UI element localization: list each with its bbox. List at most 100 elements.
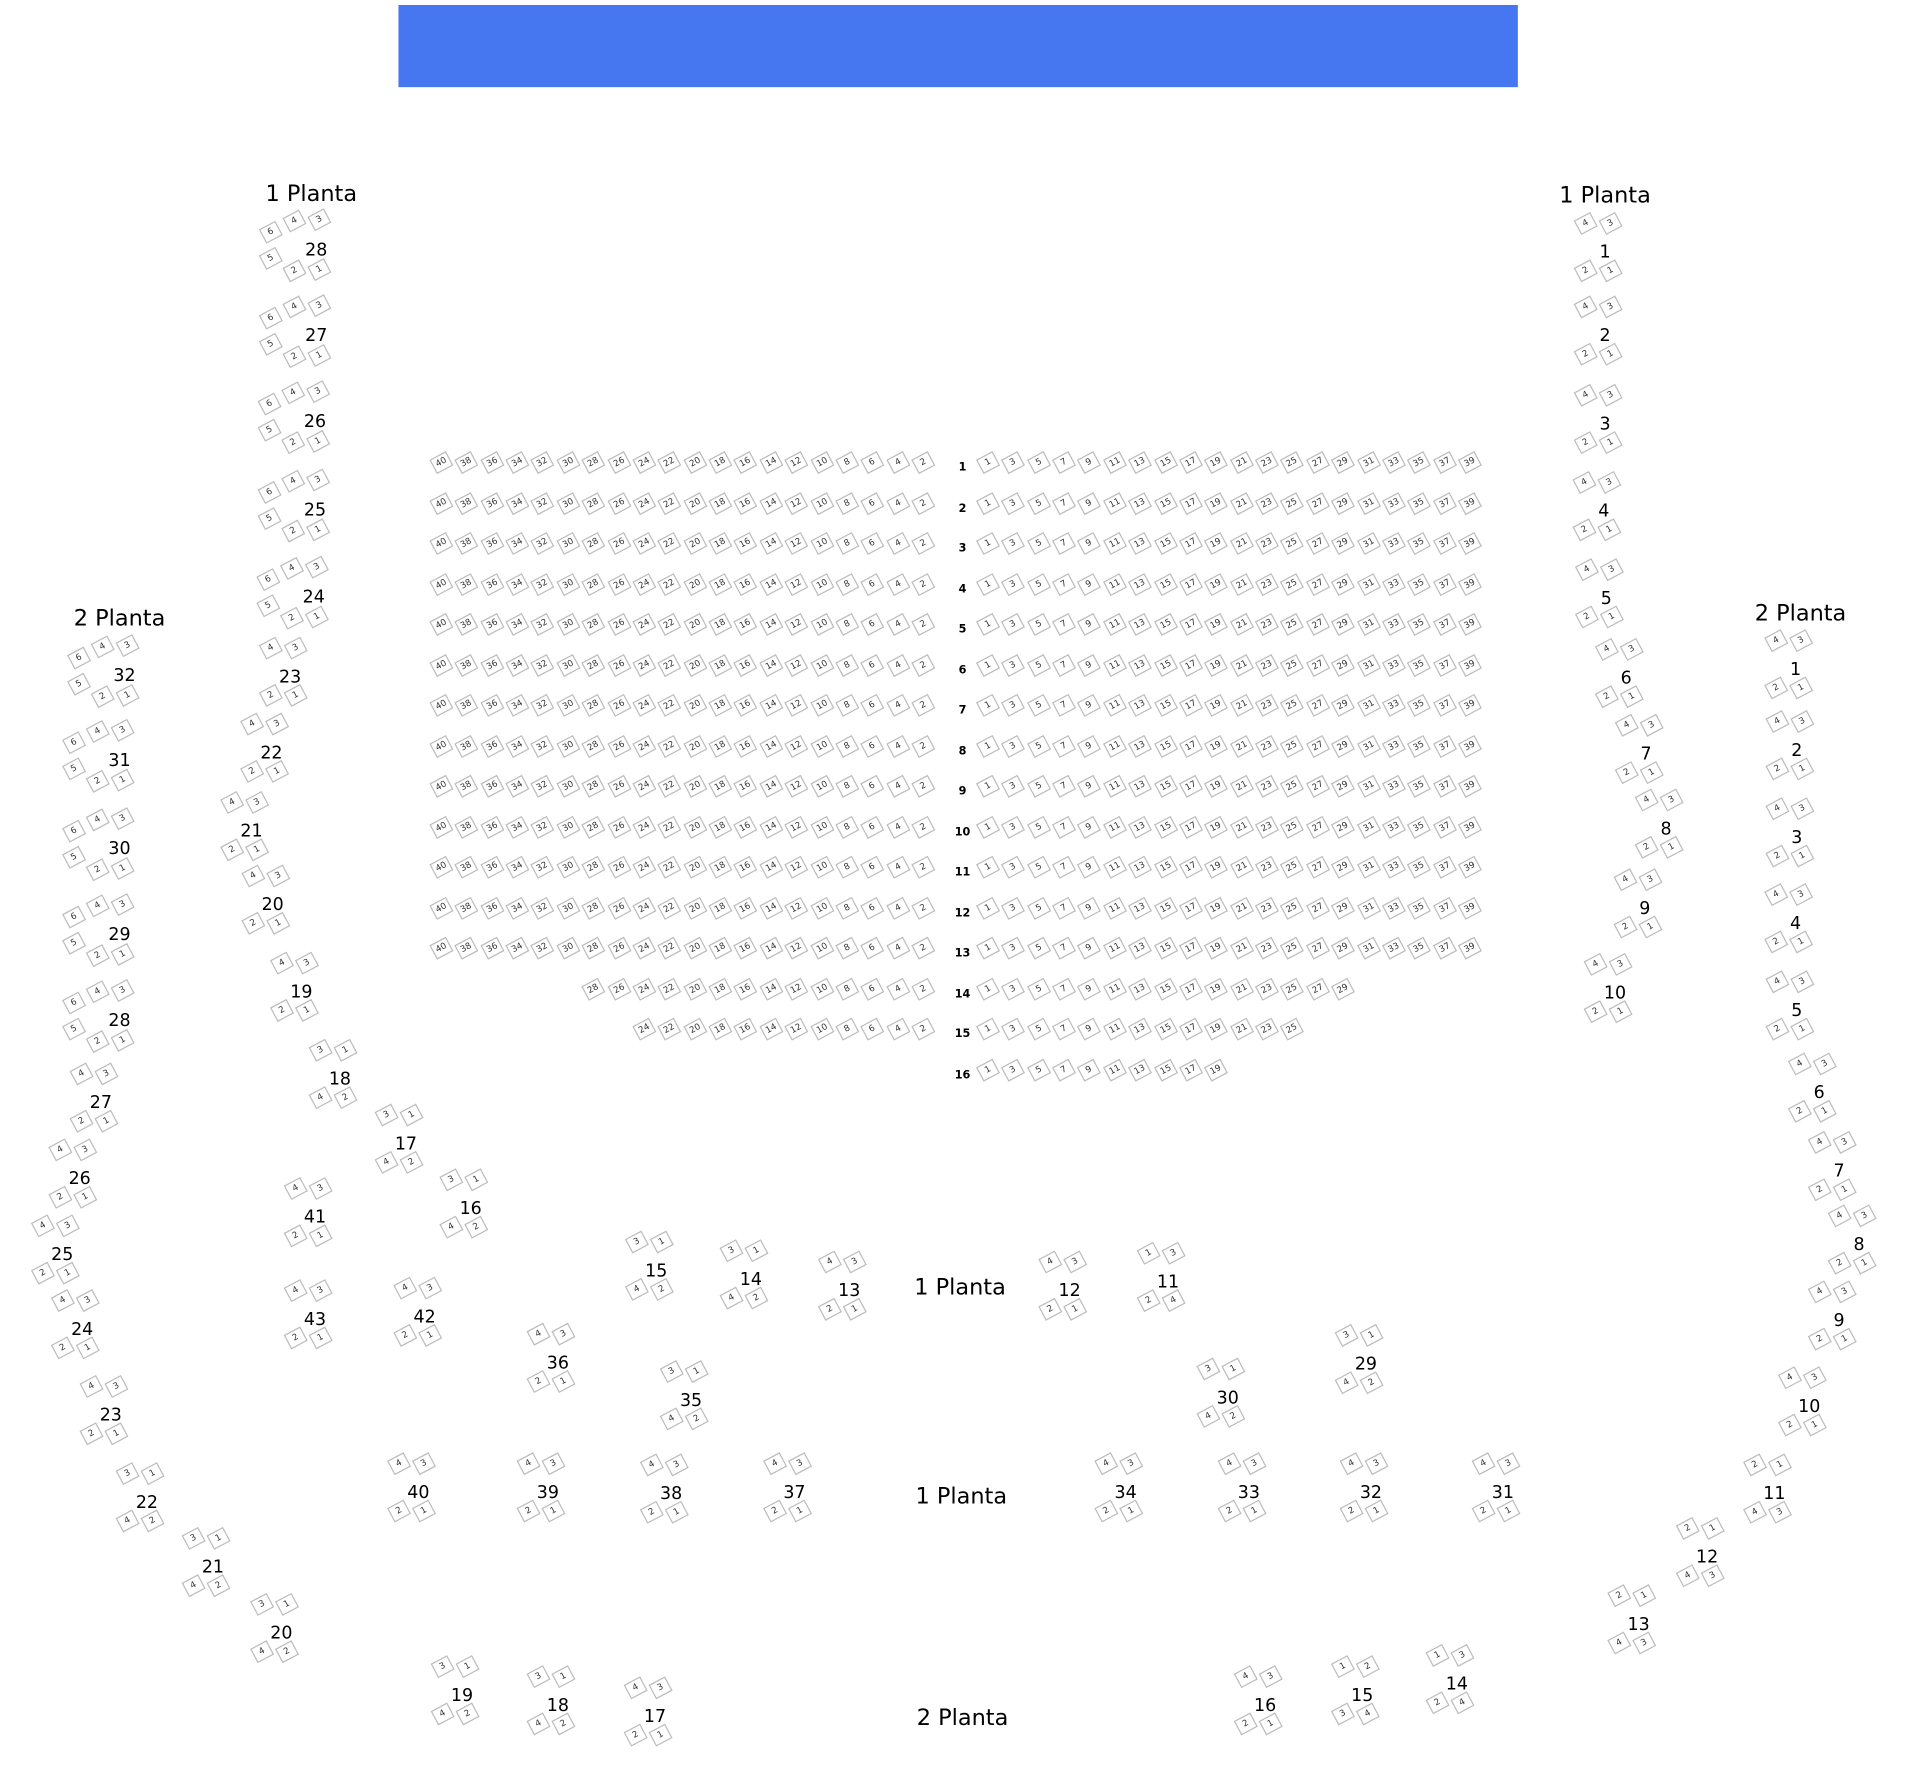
seat[interactable]: 23 [1254, 855, 1280, 879]
seat[interactable]: 21 [1229, 451, 1254, 475]
box-seat[interactable]: 4 [281, 469, 306, 493]
box-seat[interactable]: 2 [220, 838, 245, 862]
seat[interactable]: 18 [708, 653, 733, 677]
seat[interactable]: 2 [911, 815, 936, 839]
box-seat[interactable]: 3 [1802, 1366, 1827, 1390]
seat[interactable]: 2 [911, 734, 936, 758]
seat[interactable]: 15 [1153, 531, 1178, 556]
seat[interactable]: 23 [1254, 451, 1280, 475]
seat[interactable]: 21 [1229, 896, 1254, 920]
seat[interactable]: 32 [530, 531, 555, 556]
box-seat[interactable]: 1 [1790, 757, 1815, 781]
seat[interactable]: 17 [1178, 491, 1203, 515]
box-seat[interactable]: 1 [1619, 685, 1644, 709]
box-seat[interactable]: 1 [1790, 844, 1815, 868]
box-seat[interactable]: 5 [258, 246, 283, 270]
box-label[interactable]: 36 [546, 1353, 569, 1374]
seat[interactable]: 15 [1153, 936, 1178, 960]
seat[interactable]: 18 [708, 693, 733, 717]
seat[interactable]: 5 [1026, 612, 1051, 636]
seat[interactable]: 33 [1381, 653, 1406, 677]
seat[interactable]: 15 [1153, 855, 1178, 879]
box-seat[interactable]: 3 [1789, 629, 1814, 653]
seat[interactable]: 6 [860, 653, 885, 677]
seat[interactable]: 19 [1204, 612, 1229, 636]
box-seat[interactable]: 2 [90, 685, 115, 709]
seat[interactable]: 30 [556, 491, 581, 515]
box-label[interactable]: 27 [305, 326, 328, 347]
box-seat[interactable]: 2 [387, 1499, 412, 1523]
box-seat[interactable]: 3 [1632, 1631, 1657, 1655]
seat[interactable]: 17 [1178, 653, 1203, 677]
seat[interactable]: 16 [733, 693, 758, 717]
box-seat[interactable]: 6 [62, 905, 87, 929]
box-seat[interactable]: 4 [719, 1286, 744, 1310]
seat[interactable]: 20 [682, 815, 708, 839]
seat[interactable]: 2 [911, 1017, 936, 1041]
box-seat[interactable]: 2 [1787, 1099, 1812, 1123]
seat[interactable]: 31 [1356, 531, 1381, 556]
box-seat[interactable]: 6 [62, 819, 87, 843]
seat[interactable]: 7 [1052, 774, 1077, 798]
seat[interactable]: 25 [1280, 977, 1305, 1001]
seat[interactable]: 2 [911, 977, 936, 1001]
box-seat[interactable]: 3 [551, 1322, 576, 1346]
box-seat[interactable]: 4 [115, 1509, 140, 1533]
box-seat[interactable]: 4 [1161, 1289, 1186, 1313]
box-label[interactable]: 14 [739, 1270, 762, 1290]
box-label[interactable]: 18 [546, 1695, 569, 1716]
seat[interactable]: 8 [835, 612, 860, 636]
seat[interactable]: 25 [1280, 896, 1305, 920]
seat[interactable]: 39 [1457, 653, 1482, 677]
seat[interactable]: 16 [733, 977, 758, 1001]
box-seat[interactable]: 1 [1802, 1413, 1827, 1437]
seat[interactable]: 20 [682, 896, 708, 920]
seat[interactable]: 8 [835, 815, 860, 839]
seat[interactable]: 20 [682, 653, 708, 677]
seat[interactable]: 3 [1001, 855, 1026, 879]
seat[interactable]: 6 [860, 491, 885, 515]
seat[interactable]: 32 [530, 815, 555, 839]
box-seat[interactable]: 1 [304, 605, 329, 629]
box-label[interactable]: 15 [1351, 1685, 1374, 1706]
seat[interactable]: 10 [809, 815, 834, 839]
seat[interactable]: 10 [809, 936, 834, 960]
box-seat[interactable]: 3 [418, 1276, 443, 1300]
box-label[interactable]: 22 [260, 743, 283, 764]
seat[interactable]: 31 [1356, 693, 1381, 717]
seat[interactable]: 33 [1381, 734, 1406, 758]
seat[interactable]: 40 [429, 653, 454, 677]
box-seat[interactable]: 3 [526, 1665, 551, 1689]
seat[interactable]: 38 [454, 451, 479, 475]
box-seat[interactable]: 4 [85, 808, 110, 832]
seat[interactable]: 1 [975, 855, 1001, 879]
seat[interactable]: 33 [1381, 896, 1406, 920]
box-seat[interactable]: 3 [1639, 713, 1664, 737]
box-seat[interactable]: 1 [1608, 1000, 1633, 1024]
seat[interactable]: 18 [708, 531, 733, 556]
box-seat[interactable]: 3 [181, 1526, 206, 1550]
seat[interactable]: 12 [784, 612, 809, 636]
seat[interactable]: 26 [606, 653, 631, 677]
box-label[interactable]: 8 [1660, 819, 1672, 840]
box-seat[interactable]: 2 [281, 519, 306, 543]
seat[interactable]: 11 [1102, 1058, 1127, 1082]
seat[interactable]: 28 [581, 531, 606, 556]
box-seat[interactable]: 1 [1364, 1499, 1389, 1523]
seat[interactable]: 21 [1229, 936, 1254, 960]
seat[interactable]: 3 [1001, 1017, 1026, 1041]
seat[interactable]: 27 [1305, 977, 1330, 1001]
seat[interactable]: 3 [1001, 896, 1026, 920]
box-seat[interactable]: 2 [1765, 844, 1790, 868]
seat[interactable]: 39 [1457, 451, 1482, 475]
seat[interactable]: 4 [885, 693, 910, 717]
box-label[interactable]: 9 [1639, 899, 1651, 919]
box-seat[interactable]: 4 [387, 1452, 412, 1476]
seat[interactable]: 1 [975, 1058, 1001, 1082]
box-seat[interactable]: 4 [1675, 1564, 1700, 1588]
seat[interactable]: 28 [581, 774, 606, 798]
box-label[interactable]: 28 [305, 240, 328, 261]
box-label[interactable]: 13 [1627, 1614, 1650, 1635]
seat[interactable]: 7 [1052, 612, 1077, 636]
seat[interactable]: 2 [911, 572, 936, 596]
